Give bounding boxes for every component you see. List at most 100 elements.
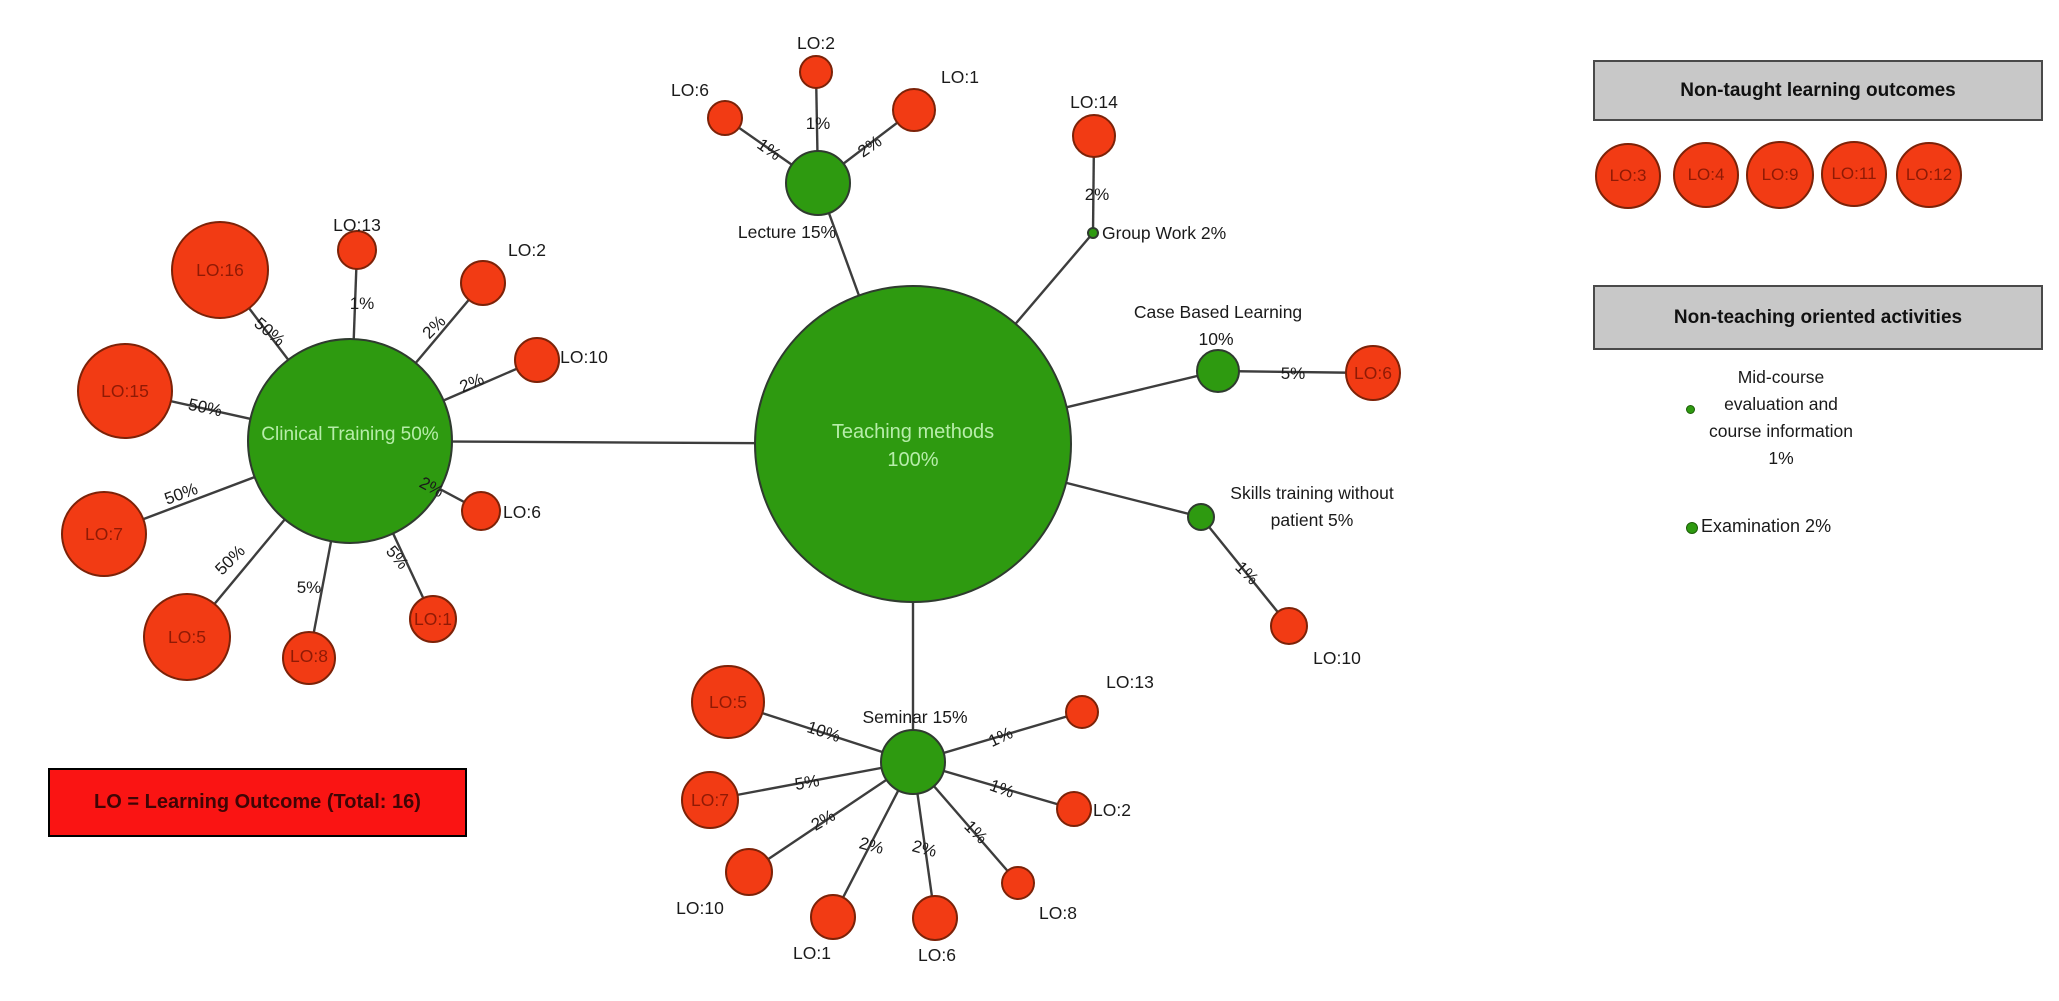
examination-dot: [1686, 522, 1698, 534]
midcourse-line-3: course information: [1709, 421, 1853, 441]
label-group-work: Group Work 2%: [1102, 223, 1226, 243]
node-ct-lo15: [77, 343, 173, 439]
label-teaching-methods-2: 100%: [887, 449, 938, 471]
midcourse-label: Mid-course evaluation and course informa…: [1651, 364, 1911, 472]
node-case-based-learning: [1196, 349, 1240, 393]
chip-lo11: LO:11: [1821, 141, 1887, 207]
label-ct-lo7: LO:7: [85, 524, 123, 544]
node-lecture: [785, 150, 851, 216]
node-skills-training: [1187, 503, 1215, 531]
edge-label-cbl-lo6: 5%: [1281, 364, 1306, 383]
label-ct-lo16: LO:16: [196, 260, 244, 280]
label-sem-lo6: LO:6: [918, 945, 956, 965]
legend-note-box: LO = Learning Outcome (Total: 16): [48, 768, 467, 837]
midcourse-line-4: 1%: [1768, 448, 1794, 468]
node-lec-lo2: [799, 55, 833, 89]
label-lecture: Lecture 15%: [738, 222, 836, 242]
node-ct-lo8: [282, 631, 336, 685]
chip-lo12: LO:12: [1896, 142, 1962, 208]
label-sem-lo2: LO:2: [1093, 800, 1131, 820]
label-ct-lo13: LO:13: [333, 215, 381, 235]
label-ct-lo10: LO:10: [560, 347, 608, 367]
label-lec-lo2: LO:2: [797, 33, 835, 53]
midcourse-line-1: Mid-course: [1737, 367, 1825, 387]
examination-label: Examination 2%: [1701, 516, 1832, 536]
node-ct-lo6: [461, 491, 501, 531]
label-skills-lo10: LO:10: [1313, 648, 1361, 668]
label-ct-lo5: LO:5: [168, 627, 206, 647]
label-cbl-lo6: LO:6: [1354, 363, 1392, 383]
edge-label-lec-lo2: 1%: [806, 114, 831, 133]
edge-label-ct-lo1: 5%: [382, 542, 412, 573]
chip-lo4: LO:4: [1673, 142, 1739, 208]
node-cbl-lo6: [1345, 345, 1401, 401]
node-sem-lo2: [1056, 791, 1092, 827]
edge-label-lec-lo6: 1%: [754, 135, 785, 165]
node-sem-lo5: [691, 665, 765, 739]
edge-label-sem-lo2: 1%: [987, 776, 1017, 802]
node-clinical-training: [247, 338, 453, 544]
node-group-work: [1087, 227, 1099, 239]
node-sem-lo7: [681, 771, 739, 829]
edge-label-ct-lo15: 50%: [187, 395, 224, 421]
edge-label-ct-lo2: 2%: [419, 312, 450, 343]
node-seminar: [880, 729, 946, 795]
node-lec-lo6: [707, 100, 743, 136]
node-teaching-methods: [754, 285, 1072, 603]
label-sem-lo8: LO:8: [1039, 903, 1077, 923]
label-sem-lo1: LO:1: [793, 943, 831, 963]
node-sem-lo1: [810, 894, 856, 940]
label-sem-lo7: LO:7: [691, 790, 729, 810]
label-ct-lo1: LO:1: [414, 609, 452, 629]
edge-label-sem-lo13: 1%: [986, 723, 1016, 751]
node-ct-lo13: [337, 230, 377, 270]
label-cbl-1: Case Based Learning: [1134, 302, 1302, 322]
node-lec-lo1: [892, 88, 936, 132]
node-skills-lo10: [1270, 607, 1308, 645]
label-ct-lo8: LO:8: [290, 646, 328, 666]
label-lec-lo6: LO:6: [671, 80, 709, 100]
node-sem-lo10: [725, 848, 773, 896]
edge-label-ct-lo5: 50%: [211, 541, 248, 578]
label-ct-lo6: LO:6: [503, 502, 541, 522]
label-seminar: Seminar 15%: [862, 707, 967, 727]
label-skills-2: patient 5%: [1271, 510, 1354, 530]
node-gw-lo14: [1072, 114, 1116, 158]
label-gw-lo14: LO:14: [1070, 92, 1118, 112]
node-ct-lo1: [409, 595, 457, 643]
edge-label-sem-lo6: 2%: [910, 836, 939, 861]
node-ct-lo7: [61, 491, 147, 577]
label-cbl-2: 10%: [1198, 329, 1233, 349]
node-ct-lo16: [171, 221, 269, 319]
edge-label-sem-lo5: 10%: [805, 717, 843, 746]
node-sem-lo6: [912, 895, 958, 941]
label-clinical-training: Clinical Training 50%: [261, 424, 439, 445]
edge-label-ct-lo13: 1%: [350, 294, 375, 313]
node-sem-lo8: [1001, 866, 1035, 900]
label-sem-lo13: LO:13: [1106, 672, 1154, 692]
edge-label-sem-lo7: 5%: [793, 771, 821, 794]
midcourse-line-2: evaluation and: [1724, 394, 1838, 414]
non-taught-outcomes-header: Non-taught learning outcomes: [1593, 60, 2043, 121]
label-ct-lo15: LO:15: [101, 381, 149, 401]
edge-line: [1200, 516, 1290, 627]
label-sem-lo5: LO:5: [709, 692, 747, 712]
node-ct-lo10: [514, 337, 560, 383]
midcourse-dot: [1686, 405, 1695, 414]
label-ct-lo2: LO:2: [508, 240, 546, 260]
label-lec-lo1: LO:1: [941, 67, 979, 87]
edge-line: [709, 760, 914, 802]
node-sem-lo13: [1065, 695, 1099, 729]
node-ct-lo5: [143, 593, 231, 681]
label-skills-1: Skills training without: [1230, 483, 1394, 503]
label-teaching-methods-1: Teaching methods: [832, 421, 994, 443]
edge-label-ct-lo8: 5%: [297, 578, 322, 597]
edge-label-gw-lo14: 2%: [1085, 185, 1110, 204]
chip-lo3: LO:3: [1595, 143, 1661, 209]
chip-lo9: LO:9: [1746, 141, 1814, 209]
node-ct-lo2: [460, 260, 506, 306]
label-sem-lo10: LO:10: [676, 898, 724, 918]
edge-label-sem-lo1: 2%: [857, 833, 886, 858]
